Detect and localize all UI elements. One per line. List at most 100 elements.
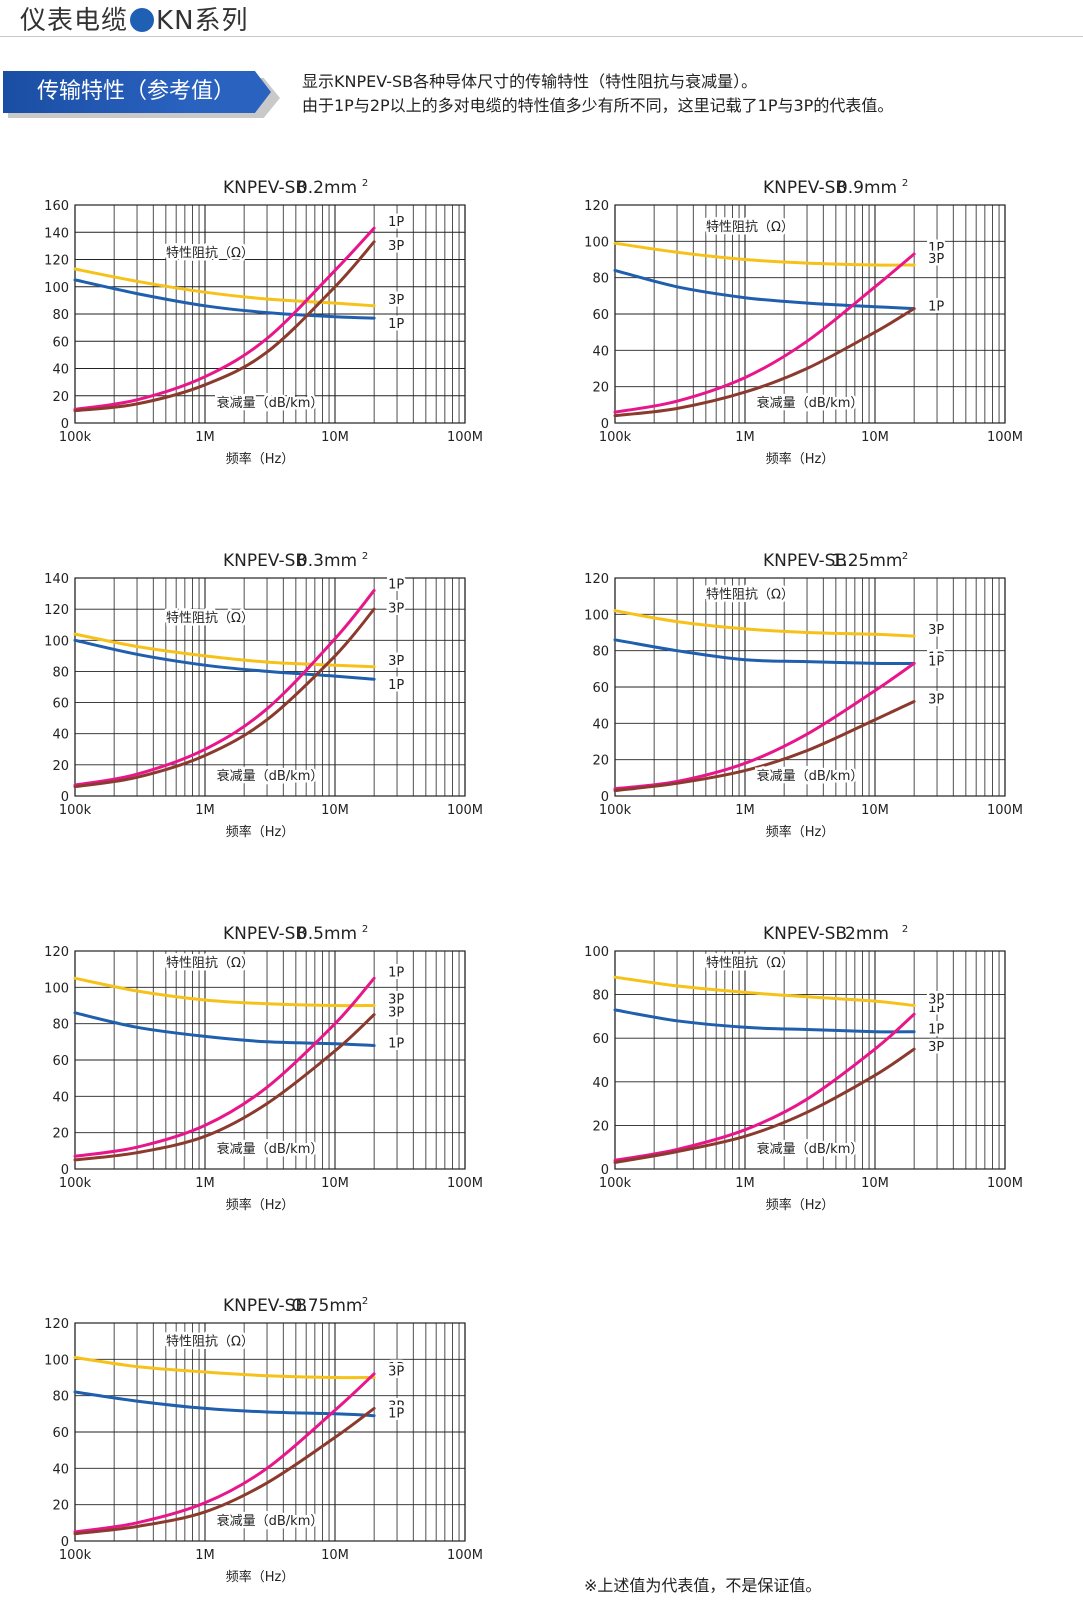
x-tick-label: 1M: [735, 430, 755, 445]
series-impedance-1P: [613, 268, 916, 311]
label-attenuation-1p: 1P: [388, 965, 404, 980]
y-tick-label: 0: [601, 417, 609, 432]
y-tick-label: 40: [52, 1462, 69, 1477]
series-impedance-3P: [73, 1356, 376, 1380]
chart-size: 0.2mm: [297, 178, 357, 198]
x-tick-label: 100k: [599, 803, 632, 818]
series-attenuation-3P: [73, 1406, 376, 1536]
x-tick-label: 1M: [735, 1176, 755, 1191]
y-tick-label: 80: [592, 645, 609, 660]
attenuation-label: 衰减量（dB/km）: [757, 1141, 864, 1157]
label-impedance-1p: 1P: [928, 1023, 944, 1038]
label-attenuation-1p: 1P: [388, 215, 404, 230]
chart-size: 0.75mm: [292, 1296, 363, 1316]
y-tick-label: 20: [592, 754, 609, 769]
impedance-label: 特性阻抗（Ω）: [706, 588, 794, 603]
series-impedance-3P: [613, 241, 916, 267]
y-tick-label: 100: [44, 281, 69, 296]
series-impedance-3P: [73, 976, 376, 1008]
chart-size: 0.5mm: [297, 924, 357, 944]
attenuation-label: 衰减量（dB/km）: [757, 768, 864, 784]
series-attenuation-1P: [613, 661, 916, 791]
y-tick-label: 60: [52, 1426, 69, 1441]
label-attenuation-1p: 1P: [928, 1001, 944, 1016]
plot-frame: [74, 950, 466, 1170]
intro-line-2: 由于1P与2P以上的多对电缆的特性值多少有所不同，这里记载了1P与3P的代表值。: [302, 96, 894, 115]
plot-frame: [614, 577, 1006, 797]
label-impedance-3p: 3P: [388, 993, 404, 1008]
y-tick-label: 0: [601, 790, 609, 805]
chart-title: KNPEV-SB: [763, 178, 847, 198]
x-axis-label: 频率（Hz）: [766, 451, 835, 467]
x-tick-label: 1M: [195, 803, 215, 818]
y-tick-label: 100: [584, 235, 609, 250]
impedance-label: 特性阻抗（Ω）: [166, 1335, 254, 1350]
y-tick-label: 120: [44, 1317, 69, 1332]
y-tick-label: 60: [52, 335, 69, 350]
attenuation-label: 衰减量（dB/km）: [217, 768, 324, 784]
series-impedance-1P: [73, 638, 376, 681]
series-attenuation-1P: [73, 589, 376, 787]
chart-size: 1.25mm: [832, 551, 903, 571]
series-attenuation-1P: [613, 1012, 916, 1162]
plot-frame: [614, 950, 1006, 1170]
page-title: 仪表电缆 KN系列: [20, 0, 249, 37]
chart-size-superscript: 2: [902, 551, 908, 562]
impedance-label: 特性阻抗（Ω）: [706, 956, 794, 971]
x-tick-label: 1M: [195, 1548, 215, 1563]
y-tick-label: 120: [44, 945, 69, 960]
label-attenuation-3p: 3P: [388, 1006, 404, 1021]
chart-size-superscript: 2: [362, 924, 368, 935]
intro-line-1: 显示KNPEV-SB各种导体尺寸的传输特性（特性阻抗与衰减量）。: [302, 72, 758, 91]
y-tick-label: 100: [44, 981, 69, 996]
label-attenuation-1p: 1P: [928, 650, 944, 665]
y-tick-label: 140: [44, 226, 69, 241]
section-tab: 传输特性（参考值）: [3, 71, 271, 113]
y-tick-label: 0: [61, 1535, 69, 1550]
y-tick-label: 80: [592, 272, 609, 287]
y-tick-label: 0: [61, 790, 69, 805]
series-attenuation-3P: [73, 607, 376, 789]
y-tick-label: 80: [592, 989, 609, 1004]
y-tick-label: 80: [52, 1018, 69, 1033]
x-tick-label: 100M: [987, 803, 1023, 818]
y-tick-label: 120: [584, 199, 609, 214]
y-tick-label: 20: [52, 759, 69, 774]
chart-title: KNPEV-SB: [223, 924, 307, 944]
y-tick-label: 0: [61, 417, 69, 432]
x-tick-label: 10M: [321, 430, 349, 445]
x-tick-label: 1M: [195, 1176, 215, 1191]
x-tick-label: 1M: [735, 803, 755, 818]
x-tick-label: 100M: [987, 1176, 1023, 1191]
label-impedance-1p: 1P: [388, 1036, 404, 1051]
footnote: ※上述值为代表值，不是保证值。: [584, 1576, 822, 1595]
x-tick-label: 100k: [59, 1176, 92, 1191]
y-tick-label: 60: [52, 1054, 69, 1069]
series-impedance-1P: [73, 1011, 376, 1047]
x-tick-label: 100k: [59, 803, 92, 818]
y-tick-label: 140: [44, 572, 69, 587]
x-axis-label: 频率（Hz）: [226, 451, 295, 467]
y-tick-label: 100: [584, 608, 609, 623]
y-tick-label: 60: [52, 697, 69, 712]
label-impedance-1p: 1P: [388, 317, 404, 332]
attenuation-label: 衰减量（dB/km）: [217, 1513, 324, 1529]
label-attenuation-3p: 3P: [388, 239, 404, 254]
x-tick-label: 10M: [321, 803, 349, 818]
chart-size: 2mm: [845, 924, 889, 944]
chart-size-superscript: 2: [362, 551, 368, 562]
chart-size-superscript: 2: [362, 178, 368, 189]
impedance-label: 特性阻抗（Ω）: [706, 220, 794, 235]
y-tick-label: 80: [52, 308, 69, 323]
x-axis-label: 频率（Hz）: [766, 824, 835, 840]
label-impedance-3p: 3P: [388, 293, 404, 308]
y-tick-label: 160: [44, 199, 69, 214]
y-tick-label: 40: [592, 344, 609, 359]
label-attenuation-3p: 3P: [388, 601, 404, 616]
x-tick-label: 100k: [599, 430, 632, 445]
y-tick-label: 100: [44, 1353, 69, 1368]
